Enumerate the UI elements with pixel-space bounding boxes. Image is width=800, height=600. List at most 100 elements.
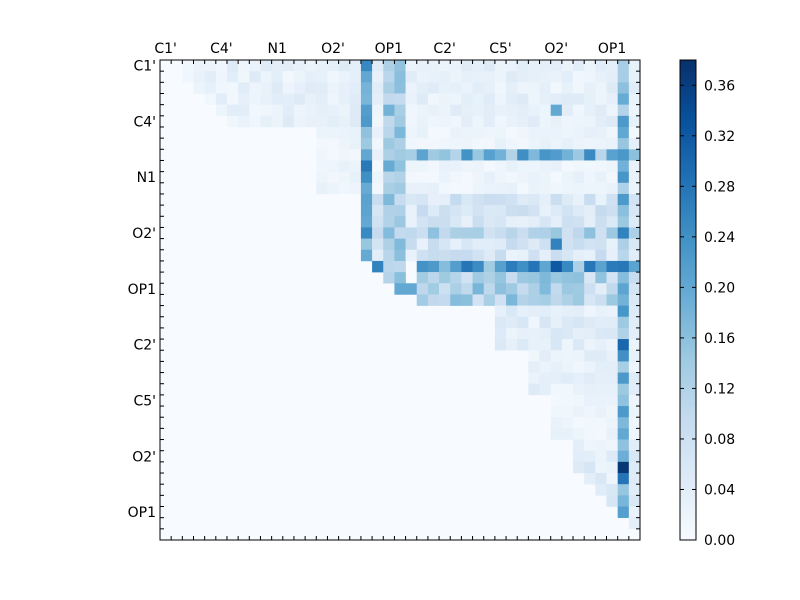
- heatmap-cell: [517, 171, 529, 184]
- heatmap-cell: [394, 93, 406, 105]
- heatmap-cell: [539, 193, 551, 206]
- heatmap-cell: [528, 205, 540, 217]
- heatmap-cell: [528, 350, 540, 362]
- heatmap-cell: [427, 182, 440, 195]
- heatmap-cell: [595, 238, 607, 251]
- heatmap-cell: [461, 160, 473, 172]
- heatmap-cell: [606, 450, 618, 463]
- heatmap-cell: [561, 82, 574, 94]
- heatmap-cell: [416, 227, 429, 239]
- heatmap-cell: [561, 205, 574, 217]
- plot-frame: [159, 59, 641, 541]
- heatmap-cell: [394, 193, 406, 206]
- heatmap-cell: [606, 439, 618, 451]
- heatmap-cell: [606, 71, 618, 83]
- heatmap-cell: [528, 260, 540, 273]
- heatmap-cell: [606, 126, 618, 139]
- heatmap-cell: [539, 361, 551, 373]
- heatmap-cell: [606, 294, 618, 306]
- heatmap-cell: [617, 93, 630, 105]
- heatmap-cell: [282, 93, 295, 105]
- heatmap-cell: [606, 272, 618, 284]
- heatmap-cell: [439, 249, 451, 262]
- heatmap-cell: [450, 171, 462, 184]
- heatmap-cell: [338, 82, 351, 94]
- heatmap-cell: [316, 82, 328, 94]
- heatmap-cell: [338, 149, 351, 161]
- heatmap-cell: [550, 327, 563, 340]
- heatmap-cell: [416, 294, 429, 306]
- heatmap-cell: [483, 238, 496, 251]
- heatmap-cell: [628, 383, 641, 396]
- heatmap-cell: [617, 205, 630, 217]
- heatmap-cell: [405, 71, 418, 83]
- heatmap-cell: [238, 104, 250, 117]
- heatmap-cell: [472, 82, 485, 94]
- heatmap-cell: [561, 394, 574, 407]
- heatmap-cell: [405, 104, 418, 117]
- heatmap-cell: [427, 93, 440, 105]
- heatmap-cell: [427, 160, 440, 172]
- heatmap-cell: [282, 82, 295, 94]
- heatmap-cell: [517, 327, 529, 340]
- heatmap-cell: [573, 350, 585, 362]
- heatmap-cell: [517, 294, 529, 306]
- heatmap-cell: [528, 71, 540, 83]
- heatmap-cell: [595, 138, 607, 150]
- heatmap-cell: [360, 182, 373, 195]
- heatmap-cell: [617, 126, 630, 139]
- heatmap-cell: [316, 149, 328, 161]
- heatmap-cell: [528, 272, 540, 284]
- heatmap-cell: [450, 283, 462, 295]
- heatmap-cell: [494, 205, 507, 217]
- heatmap-cell: [606, 104, 618, 117]
- heatmap-cell: [360, 149, 373, 161]
- heatmap-cell: [628, 71, 641, 83]
- heatmap-cell: [506, 138, 518, 150]
- heatmap-cell: [338, 160, 351, 172]
- heatmap-cell: [584, 60, 596, 72]
- heatmap-cell: [416, 71, 429, 83]
- heatmap-cell: [249, 115, 261, 128]
- heatmap-cell: [305, 104, 317, 117]
- heatmap-cell: [561, 272, 574, 284]
- heatmap-cell: [561, 339, 574, 351]
- heatmap-cell: [561, 372, 574, 385]
- heatmap-cell: [528, 193, 540, 206]
- heatmap-cell: [427, 82, 440, 94]
- heatmap-cell: [416, 138, 429, 150]
- x-tick-label: C5': [489, 41, 512, 57]
- heatmap-cell: [628, 406, 641, 418]
- heatmap-cell: [506, 182, 518, 195]
- heatmap-cell: [617, 473, 630, 485]
- heatmap-cell: [394, 104, 406, 117]
- heatmap-cell: [416, 149, 429, 161]
- heatmap-cell: [394, 115, 406, 128]
- heatmap-cell: [561, 260, 574, 273]
- heatmap-cell: [628, 372, 641, 385]
- heatmap-cell: [550, 260, 563, 273]
- heatmap-cell: [628, 115, 641, 128]
- heatmap-cell: [405, 205, 418, 217]
- heatmap-cell: [584, 473, 596, 485]
- heatmap-cell: [494, 126, 507, 139]
- x-tick-label: O2': [321, 41, 345, 57]
- heatmap-cell: [573, 305, 585, 318]
- heatmap-cell: [528, 294, 540, 306]
- heatmap-cell: [394, 138, 406, 150]
- x-tick-label: OP1: [598, 41, 626, 57]
- heatmap-cell: [628, 171, 641, 184]
- heatmap-cell: [316, 182, 328, 195]
- heatmap-cell: [595, 182, 607, 195]
- heatmap-cell: [539, 372, 551, 385]
- heatmap-cell: [427, 60, 440, 72]
- heatmap-cell: [372, 93, 384, 105]
- heatmap-cell: [628, 193, 641, 206]
- heatmap-cell: [439, 227, 451, 239]
- heatmap-cell: [494, 216, 507, 228]
- heatmap-cell: [528, 82, 540, 94]
- heatmap-cell: [617, 149, 630, 161]
- heatmap-cell: [573, 238, 585, 251]
- heatmap-cell: [528, 182, 540, 195]
- heatmap-cell: [584, 104, 596, 117]
